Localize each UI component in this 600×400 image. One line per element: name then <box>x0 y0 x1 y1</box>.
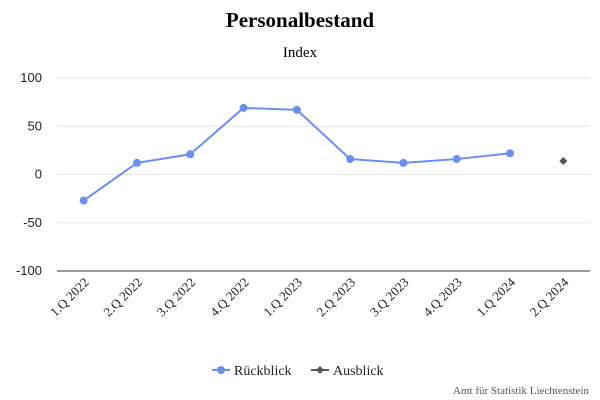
chart-subtitle: Index <box>283 45 318 61</box>
x-tick-label: 1.Q 2022 <box>47 275 92 320</box>
y-tick-label: 100 <box>20 70 42 85</box>
chart-title: Personalbestand <box>226 8 375 32</box>
chart-credit: Amt für Statistik Liechtenstein <box>453 385 589 397</box>
data-point[interactable] <box>559 156 568 165</box>
series-line-0 <box>83 106 511 202</box>
data-point[interactable] <box>346 155 355 164</box>
series <box>79 103 568 205</box>
data-point[interactable] <box>186 150 195 159</box>
gridlines <box>57 77 590 224</box>
legend-marker-rueckblick <box>217 366 225 374</box>
x-tick-label: 2.Q 2024 <box>527 274 572 319</box>
data-point[interactable] <box>79 196 88 205</box>
y-tick-label: -50 <box>23 215 42 230</box>
data-point[interactable] <box>292 105 301 114</box>
x-tick-label: 2.Q 2022 <box>100 275 145 320</box>
data-point[interactable] <box>399 158 408 167</box>
data-point[interactable] <box>506 149 515 158</box>
x-tick-label: 1.Q 2024 <box>473 274 518 319</box>
legend-label-rueckblick: Rückblick <box>234 364 292 379</box>
data-point[interactable] <box>239 103 248 112</box>
x-tick-label: 4.Q 2022 <box>207 275 252 320</box>
data-point[interactable] <box>132 158 141 167</box>
y-tick-label: 50 <box>28 118 42 133</box>
y-tick-label: 0 <box>35 167 42 182</box>
legend-item-ausblick[interactable]: Ausblick <box>311 364 384 379</box>
y-tick-label: -100 <box>16 263 42 278</box>
data-point[interactable] <box>452 155 461 164</box>
legend-marker-ausblick <box>316 366 324 374</box>
x-tick-label: 3.Q 2022 <box>154 275 199 320</box>
legend-item-rueckblick[interactable]: Rückblick <box>212 364 292 379</box>
x-tick-label: 2.Q 2023 <box>313 275 358 320</box>
x-axis-ticks: 1.Q 2022 2.Q 2022 3.Q 2022 4.Q 2022 1.Q 2023… <box>47 274 572 319</box>
x-tick-label: 3.Q 2023 <box>367 275 412 320</box>
legend-label-ausblick: Ausblick <box>333 364 384 379</box>
y-axis-ticks: 100 50 0 -50 -100 <box>16 70 42 278</box>
x-tick-label: 1.Q 2023 <box>260 275 305 320</box>
legend: Rückblick Ausblick <box>212 364 384 379</box>
x-tick-label: 4.Q 2023 <box>420 275 465 320</box>
